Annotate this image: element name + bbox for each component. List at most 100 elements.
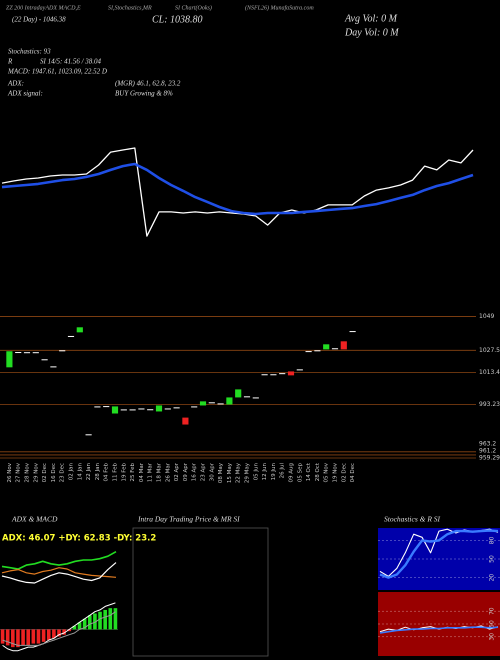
- x-tick-label: 19 Feb: [121, 463, 127, 482]
- candle: [76, 327, 83, 333]
- candle: [173, 407, 180, 409]
- candle: [243, 396, 251, 398]
- panel: [1, 147, 474, 237]
- y-tick-label: 20: [489, 574, 496, 582]
- candle: [147, 409, 154, 411]
- header-text: SI,Stochastics,MR: [108, 5, 152, 11]
- candle: [59, 350, 66, 352]
- x-tick-label: 22 Jan: [86, 462, 92, 480]
- series-line: [1, 567, 117, 578]
- series-line: [1, 162, 474, 216]
- candle: [120, 409, 127, 411]
- header-text: (NSFL26) MunafaSutra.com: [245, 4, 314, 11]
- candle: [23, 352, 31, 354]
- histogram-bar: [26, 629, 31, 646]
- x-tick-label: 15 May: [227, 462, 233, 483]
- candle: [226, 397, 233, 405]
- candle: [199, 401, 207, 406]
- histogram-bar: [108, 608, 113, 630]
- x-tick-label: 16 Dec: [51, 463, 57, 482]
- candle: [111, 406, 119, 414]
- x-tick-label: 02 Dec: [42, 463, 48, 482]
- series-line: [1, 562, 117, 584]
- histogram-bar: [57, 629, 61, 637]
- x-tick-label: 16 Apr: [192, 462, 198, 481]
- x-tick-label: 05 Jun: [253, 462, 259, 480]
- histogram-bar: [87, 615, 92, 630]
- panel-subtitle: ADX: 46.07 +DY: 62.83 -DY: 23.2: [2, 534, 156, 544]
- histogram-bar: [31, 629, 36, 644]
- x-tick-label: 02 Jan: [69, 462, 75, 480]
- candle: [15, 352, 22, 354]
- histogram-bar: [82, 618, 87, 630]
- x-tick-label: 29 Nov: [33, 462, 39, 482]
- x-tick-label: 04 Feb: [104, 463, 110, 482]
- panel: 1049 1027.59 1013.46 993.23 963.2961.2959.29…: [0, 313, 500, 483]
- x-tick-label: 25 Feb: [130, 463, 136, 482]
- histogram-bar: [93, 613, 97, 630]
- x-tick-label: 12 Jun: [262, 462, 268, 480]
- histogram-bar: [21, 629, 25, 646]
- histogram-bar: [103, 609, 107, 630]
- histogram-bar: [52, 629, 56, 639]
- y-tick-label: 50: [489, 620, 496, 628]
- series-line: [1, 551, 117, 570]
- candle: [6, 351, 13, 368]
- candle: [208, 402, 215, 404]
- candle: [32, 352, 39, 354]
- x-tick-label: 23 Dec: [60, 463, 66, 482]
- histogram-bar: [0, 629, 5, 644]
- candle: [235, 389, 242, 398]
- histogram-bar: [113, 608, 118, 630]
- histogram-bar: [62, 629, 66, 635]
- panel: [0, 602, 118, 652]
- series-line: [379, 529, 499, 579]
- x-tick-label: 09 Aug: [289, 463, 295, 483]
- x-tick-label: 23 Apr: [201, 462, 207, 481]
- candle: [305, 351, 312, 353]
- candle: [279, 373, 286, 375]
- x-tick-label: 14 Jan: [77, 462, 83, 480]
- x-tick-label: 02 Apr: [174, 462, 180, 481]
- candle: [314, 350, 321, 352]
- avg-volume: Avg Vol: 0 M: [344, 13, 398, 24]
- y-tick-label: 961.2: [479, 447, 496, 454]
- rsi-label: R: [7, 58, 13, 66]
- panel-title: Intra Day Trading Price & MR SI: [137, 515, 240, 524]
- x-tick-label: 26 Jul: [280, 463, 286, 479]
- x-tick-label: 28 Oct: [315, 462, 321, 481]
- histogram-bar: [72, 625, 77, 630]
- histogram-bar: [67, 629, 72, 632]
- y-tick-label: 70: [489, 607, 496, 615]
- x-tick-label: 28 Nov: [25, 462, 31, 482]
- x-tick-label: 08 May: [218, 462, 224, 483]
- panel: ADX & MACD ADX: 46.07 +DY: 62.83 -DY: 23.…: [1, 515, 156, 584]
- x-tick-label: 26 Nov: [7, 462, 13, 482]
- series-line: [1, 147, 474, 237]
- candle: [67, 335, 75, 337]
- x-tick-label: 28 Jan: [95, 462, 101, 480]
- x-tick-label: 18 Mar: [157, 462, 163, 482]
- candle: [103, 406, 110, 408]
- candle: [94, 406, 101, 408]
- panel-frame: [132, 527, 269, 657]
- y-tick-label: 80: [489, 536, 496, 544]
- y-tick-label: 1049: [479, 313, 494, 320]
- panel-title: Stochastics & R SI: [384, 515, 441, 524]
- stochastics: Stochastics: 93: [8, 48, 51, 56]
- panel: Stochastics & R SI 20 50 80: [378, 515, 500, 590]
- x-tick-label: 14 Oct: [306, 462, 312, 481]
- x-tick-label: 26 Mar: [165, 462, 171, 482]
- x-tick-label: 05 Nov: [324, 462, 330, 482]
- candle: [323, 344, 330, 350]
- x-tick-label: 05 Sep: [297, 463, 303, 483]
- y-tick-label: 1013.46: [479, 369, 500, 376]
- y-tick-label: 959.29: [479, 454, 500, 461]
- adx-label: ADX:: [7, 80, 24, 88]
- y-tick-label: 993.23: [479, 401, 500, 408]
- adx-signal-value: BUY Growing & 8%: [115, 90, 173, 98]
- header-text: ZZ 200 IntradayADX MACD,E: [6, 5, 81, 11]
- candle: [331, 348, 339, 350]
- candle: [252, 397, 259, 399]
- header-text: (22 Day) - 1046.38: [12, 16, 66, 24]
